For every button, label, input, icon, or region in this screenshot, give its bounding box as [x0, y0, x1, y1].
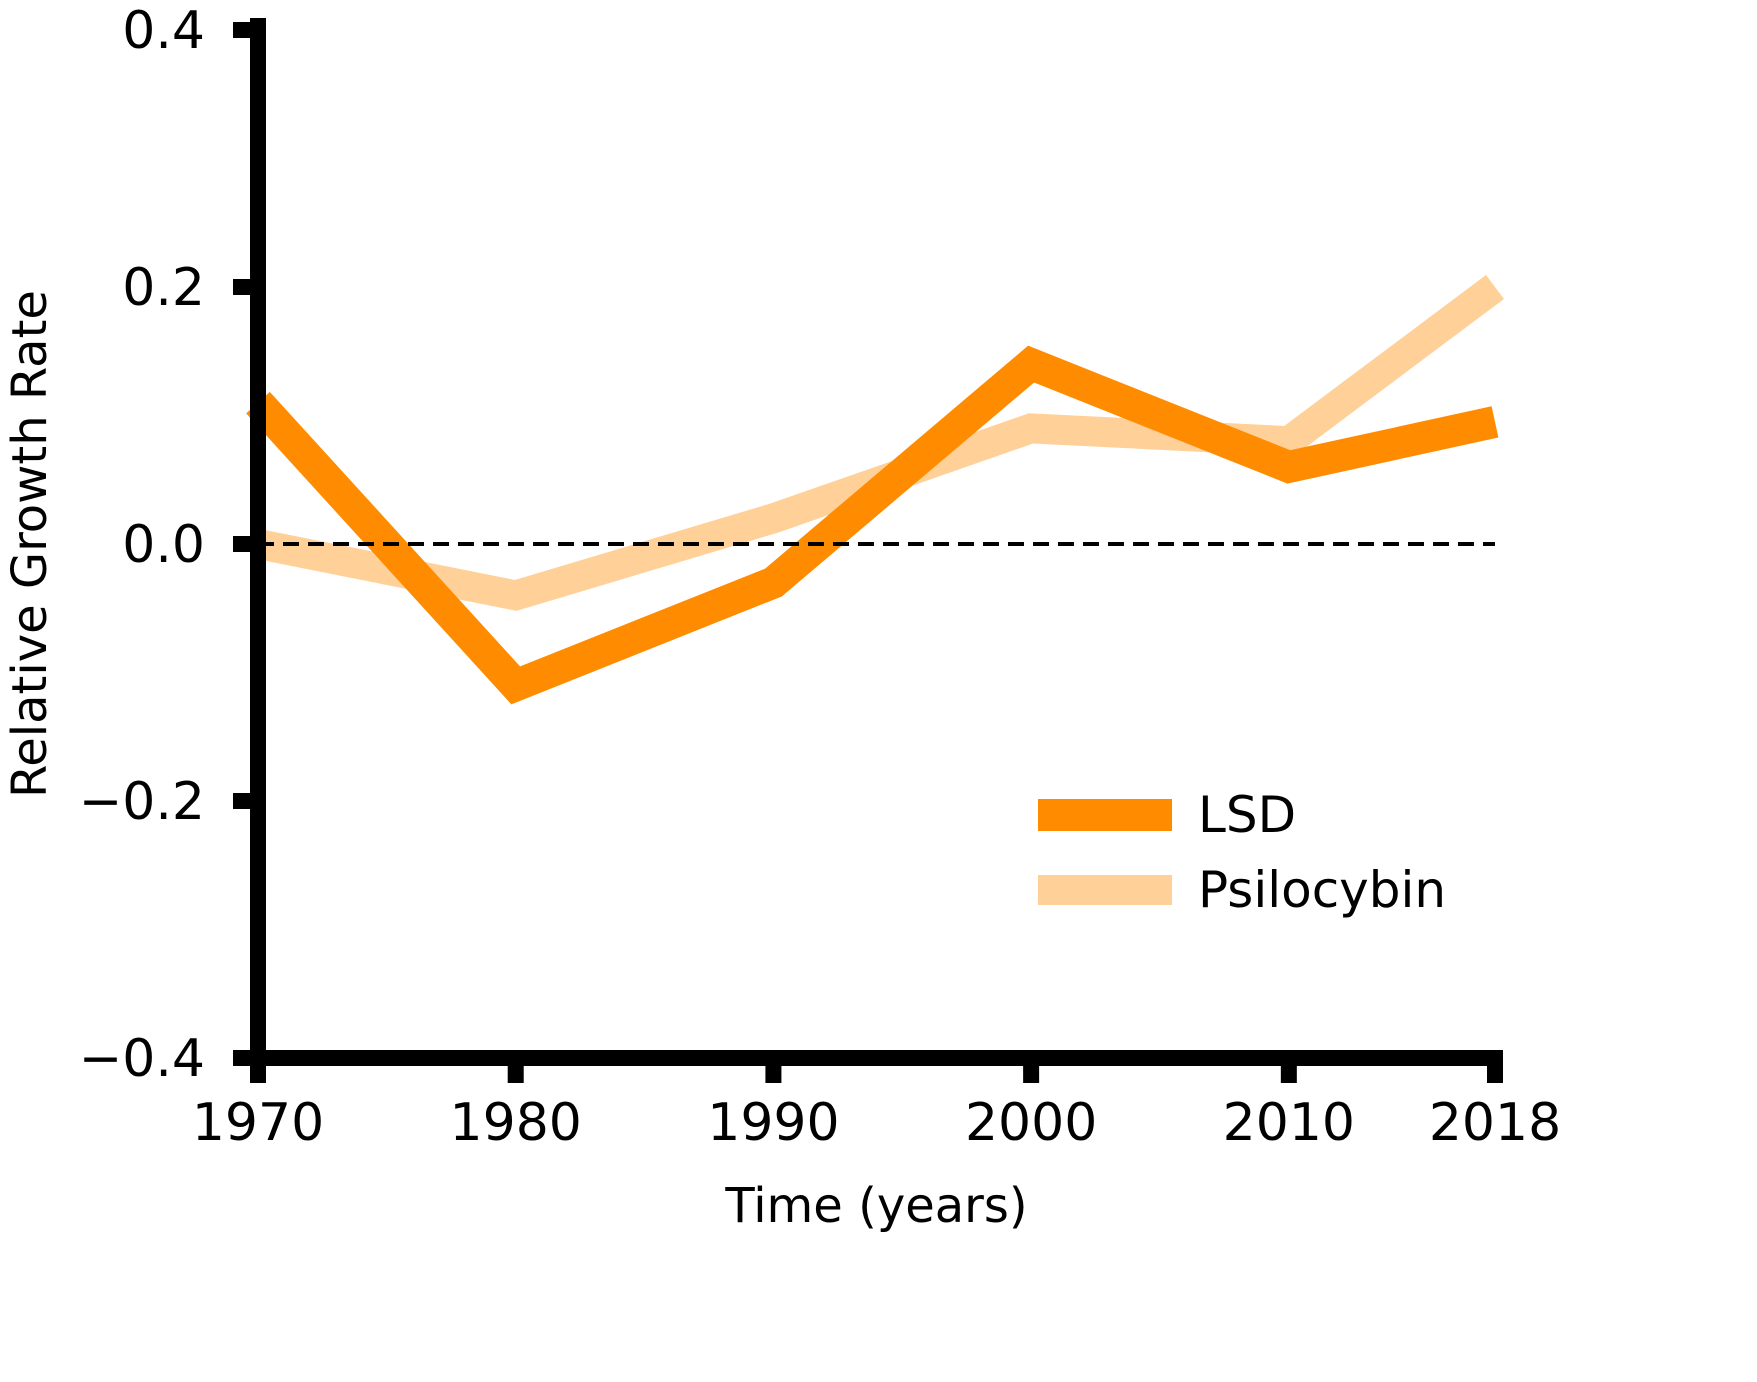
x-tick-label-1970: 1970 — [192, 1093, 324, 1153]
legend: LSD Psilocybin — [1038, 786, 1446, 919]
ticks-layer: 1970 1980 1990 2000 2010 2018 0.4 0.2 0.0 −0.2 −0.… — [79, 1, 1561, 1153]
series-line-psilocybin — [255, 274, 1504, 611]
x-axis-label: Time (years) — [724, 1178, 1027, 1234]
x-tick-label-2010: 2010 — [1223, 1093, 1355, 1153]
legend-label-lsd: LSD — [1198, 786, 1296, 844]
y-tick-label-2: 0.0 — [122, 515, 205, 575]
series-layer — [246, 274, 1504, 705]
series-line-lsd — [246, 345, 1499, 705]
y-tick-label-1: 0.2 — [122, 258, 205, 318]
x-tick-label-2018: 2018 — [1429, 1093, 1561, 1153]
y-tick-label-4: −0.4 — [79, 1029, 205, 1089]
x-tick-label-2000: 2000 — [965, 1093, 1097, 1153]
legend-label-psilocybin: Psilocybin — [1198, 861, 1446, 919]
x-tick-label-1980: 1980 — [450, 1093, 582, 1153]
x-tick-label-1990: 1990 — [707, 1093, 839, 1153]
y-axis-label: Relative Growth Rate — [2, 290, 58, 798]
y-tick-label-3: −0.2 — [79, 772, 205, 832]
y-tick-label-0: 0.4 — [122, 1, 205, 61]
